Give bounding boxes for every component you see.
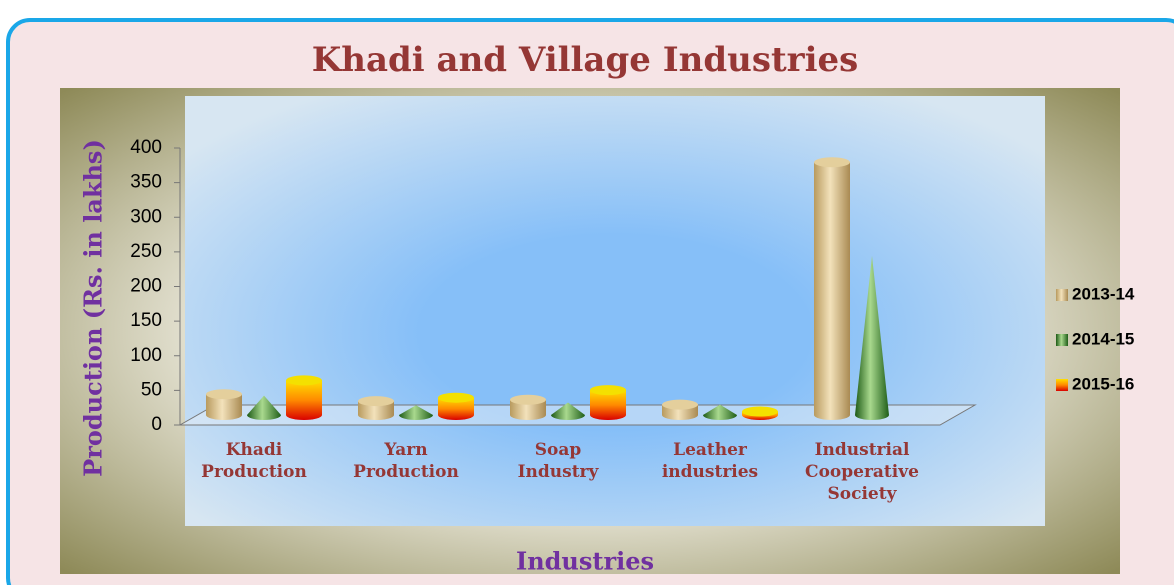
bar xyxy=(662,399,698,420)
x-tick-label: Leather industries xyxy=(662,440,758,482)
bar-top xyxy=(358,396,394,407)
bar-body xyxy=(358,401,394,420)
y-tick-label: 200 xyxy=(130,276,162,297)
y-tick-label: 0 xyxy=(151,414,162,435)
plot-background xyxy=(185,96,1045,526)
bar-top xyxy=(438,392,474,403)
bar-body xyxy=(814,162,850,421)
bar-top xyxy=(510,394,546,405)
bar-top xyxy=(286,375,322,386)
chart-title: Khadi and Village Industries xyxy=(312,40,859,80)
bar-body xyxy=(286,380,322,420)
y-tick-label: 250 xyxy=(130,241,162,262)
bar xyxy=(551,402,585,420)
bar-top xyxy=(590,385,626,396)
bar xyxy=(286,375,322,420)
bar xyxy=(590,385,626,420)
y-tick-label: 300 xyxy=(130,206,162,227)
bar-body xyxy=(399,405,433,420)
x-tick-label: Soap Industry xyxy=(518,440,600,482)
bar-body xyxy=(590,390,626,420)
bar xyxy=(358,396,394,420)
y-tick-label: 400 xyxy=(130,137,162,158)
bar xyxy=(742,406,778,420)
bar-top xyxy=(814,157,850,168)
bar xyxy=(206,389,242,420)
bar xyxy=(855,255,889,420)
y-tick-label: 150 xyxy=(130,310,162,331)
bar xyxy=(399,405,433,420)
y-tick-label: 350 xyxy=(130,172,162,193)
bar xyxy=(703,404,737,420)
legend-swatch xyxy=(1056,379,1068,391)
legend-swatch xyxy=(1056,334,1068,346)
bar-top xyxy=(742,406,778,417)
bar-body xyxy=(206,394,242,420)
x-axis-label: Industries xyxy=(516,547,654,576)
bar-body xyxy=(247,395,281,420)
x-tick-label: Yarn Production xyxy=(353,440,459,482)
legend-label: 2014-15 xyxy=(1072,329,1134,348)
bar-body xyxy=(438,397,474,420)
y-tick-label: 50 xyxy=(141,379,162,400)
bar-body xyxy=(510,399,546,420)
bar-body xyxy=(855,255,889,420)
y-axis-label: Production (Rs. in lakhs) xyxy=(79,139,108,477)
bar-top xyxy=(662,399,698,410)
legend-label: 2013-14 xyxy=(1072,284,1135,303)
legend-label: 2015-16 xyxy=(1072,374,1134,393)
bar-body xyxy=(703,404,737,420)
x-tick-label: Khadi Production xyxy=(201,440,307,482)
x-tick-label: Industrial Cooperative Society xyxy=(805,440,919,504)
bar xyxy=(247,395,281,420)
legend-swatch xyxy=(1056,289,1068,301)
bar-top xyxy=(206,389,242,400)
bar-body xyxy=(551,402,585,420)
bar xyxy=(438,392,474,420)
y-tick-label: 100 xyxy=(130,345,162,366)
bar xyxy=(510,394,546,420)
bar xyxy=(814,157,850,421)
